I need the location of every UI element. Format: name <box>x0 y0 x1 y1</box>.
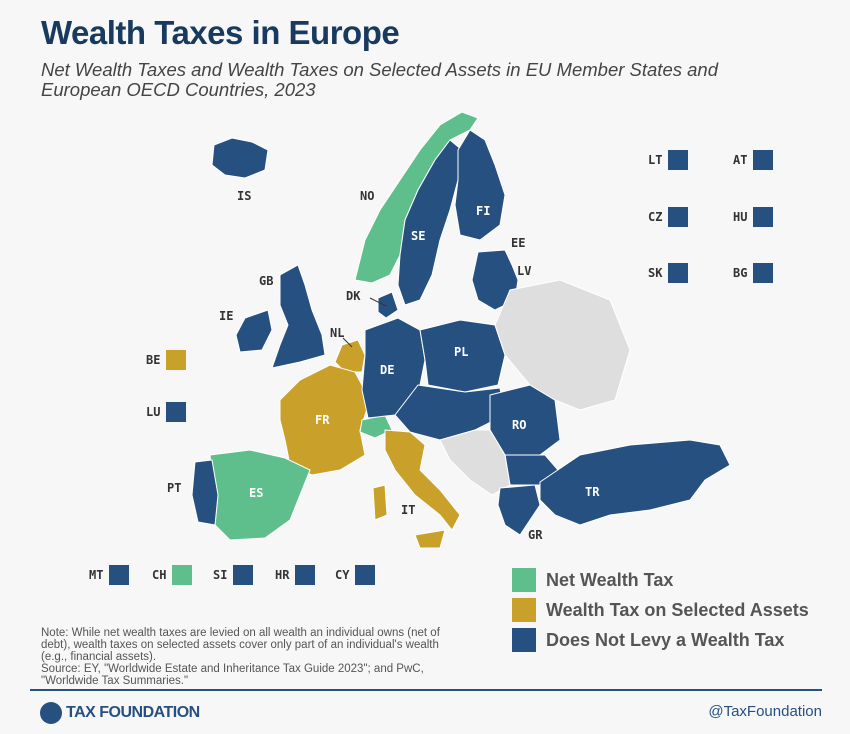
small-country-HU: HU <box>733 207 774 227</box>
legend-item-net-wealth-tax: Net Wealth Tax <box>512 565 809 595</box>
small-country-MT: MT <box>89 565 130 585</box>
small-country-CY: CY <box>335 565 376 585</box>
label-FI: FI <box>476 204 491 218</box>
dk-leader-line <box>369 297 387 307</box>
small-country-label: HR <box>275 568 290 582</box>
small-country-BG: BG <box>733 263 774 283</box>
country-IT-sicily <box>414 529 446 549</box>
legend-item-selected-assets: Wealth Tax on Selected Assets <box>512 595 809 625</box>
small-country-label: AT <box>733 153 748 167</box>
small-country-label: MT <box>89 568 104 582</box>
country-GR <box>497 484 541 536</box>
legend-item-no-wealth-tax: Does Not Levy a Wealth Tax <box>512 625 809 655</box>
country-IE <box>235 309 273 353</box>
color-swatch <box>166 402 187 422</box>
small-country-SK: SK <box>648 263 689 283</box>
small-country-label: SK <box>648 266 663 280</box>
source-text: Source: EY, "Worldwide Estate and Inheri… <box>41 663 424 687</box>
small-country-label: LT <box>648 153 663 167</box>
label-IS: IS <box>237 189 252 203</box>
small-country-label: HU <box>733 210 748 224</box>
capitol-dome-icon <box>40 702 62 724</box>
twitter-handle: @TaxFoundation <box>708 703 822 720</box>
color-swatch <box>668 207 689 227</box>
color-swatch <box>233 565 254 585</box>
country-IS <box>211 137 269 179</box>
small-country-label: CH <box>152 568 167 582</box>
color-swatch <box>166 350 187 370</box>
country-FI <box>454 129 506 241</box>
country-GB <box>271 264 326 369</box>
small-country-CH: CH <box>152 565 193 585</box>
tax-foundation-logo: TAX FOUNDATION <box>40 702 200 724</box>
color-swatch <box>668 263 689 283</box>
label-DE: DE <box>380 363 395 377</box>
legend: Net Wealth Tax Wealth Tax on Selected As… <box>512 565 809 655</box>
small-country-HR: HR <box>275 565 316 585</box>
small-country-label: BG <box>733 266 748 280</box>
small-country-LT: LT <box>648 150 689 170</box>
country-IT-sardinia <box>372 484 388 521</box>
label-EE: EE <box>511 236 526 250</box>
label-NO: NO <box>360 189 375 203</box>
label-DK: DK <box>346 289 361 303</box>
small-country-label: CZ <box>648 210 663 224</box>
country-PL <box>419 319 506 393</box>
label-IT: IT <box>401 503 416 517</box>
legend-label: Wealth Tax on Selected Assets <box>546 599 809 620</box>
note-text: Note: While net wealth taxes are levied … <box>41 627 440 663</box>
label-PT: PT <box>167 481 182 495</box>
logo-text: TAX FOUNDATION <box>66 704 200 721</box>
legend-swatch <box>512 568 536 592</box>
color-swatch <box>355 565 376 585</box>
footer-divider <box>30 689 822 691</box>
country-FR <box>279 364 371 476</box>
legend-label: Net Wealth Tax <box>546 569 674 590</box>
color-swatch <box>753 263 774 283</box>
country-PT <box>191 459 219 526</box>
page-title: Wealth Taxes in Europe <box>41 14 400 51</box>
label-FR: FR <box>315 413 330 427</box>
label-GB: GB <box>259 274 274 288</box>
country-SE <box>397 139 463 306</box>
small-country-CZ: CZ <box>648 207 689 227</box>
label-ES: ES <box>249 486 264 500</box>
small-country-SI: SI <box>213 565 254 585</box>
country-NL-BE <box>334 339 366 373</box>
label-IE: IE <box>219 309 234 323</box>
label-GR: GR <box>528 528 543 542</box>
non-included-balkans <box>439 429 511 496</box>
country-DK <box>377 291 399 319</box>
country-TR <box>539 439 731 526</box>
color-swatch <box>109 565 130 585</box>
notes: Note: While net wealth taxes are levied … <box>41 627 461 687</box>
nl-leader-line <box>342 337 353 348</box>
small-country-label: LU <box>146 405 161 419</box>
legend-label: Does Not Levy a Wealth Tax <box>546 629 785 650</box>
subtitle: Net Wealth Taxes and Wealth Taxes on Sel… <box>41 59 718 100</box>
legend-swatch <box>512 628 536 652</box>
color-swatch <box>753 150 774 170</box>
label-LV: LV <box>517 264 532 278</box>
color-swatch <box>668 150 689 170</box>
label-NL: NL <box>330 326 345 340</box>
color-swatch <box>295 565 316 585</box>
small-country-label: SI <box>213 568 228 582</box>
small-country-label: BE <box>146 353 161 367</box>
small-country-BE: BE <box>146 350 187 370</box>
small-country-AT: AT <box>733 150 774 170</box>
country-IT <box>384 429 461 531</box>
legend-swatch <box>512 598 536 622</box>
label-SE: SE <box>411 229 426 243</box>
color-swatch <box>753 207 774 227</box>
label-PL: PL <box>454 345 469 359</box>
label-TR: TR <box>585 485 600 499</box>
label-RO: RO <box>512 418 527 432</box>
small-country-label: CY <box>335 568 350 582</box>
non-included-east <box>494 279 631 411</box>
small-country-LU: LU <box>146 402 187 422</box>
color-swatch <box>172 565 193 585</box>
